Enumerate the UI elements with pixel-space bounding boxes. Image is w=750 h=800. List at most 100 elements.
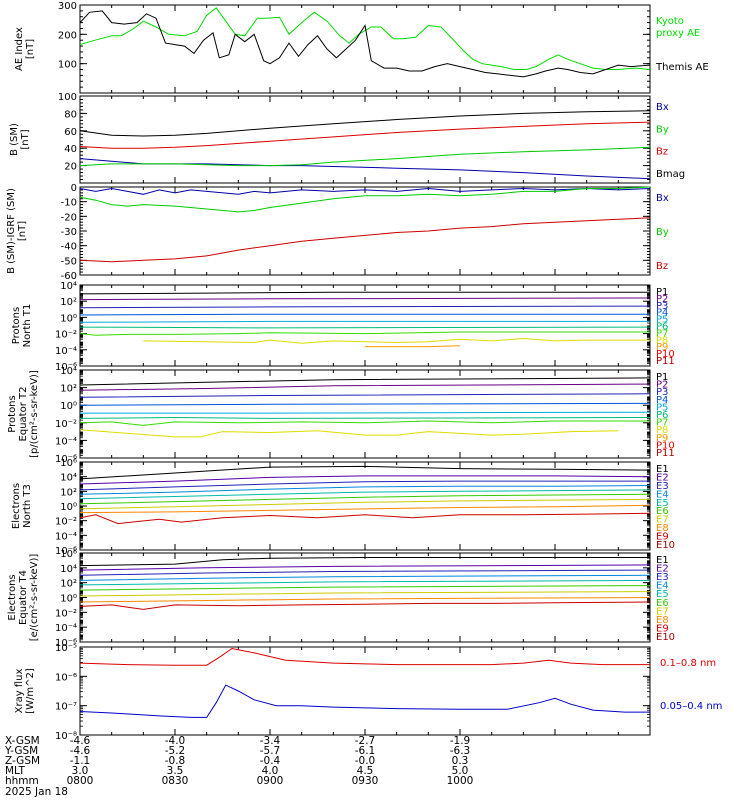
legend-e6: E6 [656,506,669,517]
orbit-row-label: MLT [5,765,25,777]
y-tick-label: 10⁻⁶ [55,638,77,649]
legend-p2: P2 [656,294,668,305]
y-axis-label: [nT] [20,129,31,149]
legend-p2: P2 [656,380,668,391]
y-axis-label: B (SM)-IGRF (SM) [6,188,17,274]
orbit-value-mlt: 4.0 [262,765,279,777]
y-tick-label: 10⁻⁸ [55,731,77,742]
legend-p5: P5 [656,315,668,326]
y-axis-label: Electrons [11,483,22,529]
series-line-p2 [79,297,651,301]
series-line-p6 [79,326,651,329]
panel-frame [79,461,651,551]
panel-frame [79,186,651,276]
legend-p7: P7 [656,328,668,339]
panel-2: 20 40 60 80 100 B (SM) [nT] Bx By Bz Bmag [9,92,685,184]
panel-frame [79,4,651,94]
series-line-e2 [79,475,651,485]
panel-frame [79,95,651,184]
series-line-bx [79,158,651,180]
legend-p4: P4 [656,308,668,319]
legend-e8: E8 [656,615,669,626]
orbit-value-hhmm: 0830 [162,775,189,787]
series-line-p4 [79,402,651,406]
series-line-e3 [79,569,651,576]
series-line-e9 [79,512,651,525]
y-tick-label: 10⁻⁴ [55,531,77,542]
y-tick-label: 10⁴ [60,281,77,292]
legend-e2: E2 [656,564,669,575]
y-tick-label: 10⁻⁶ [55,672,77,683]
panel-7: 10⁶ 10⁴ 10² 10⁰ 10⁻² 10⁻⁴ 10⁻⁶ Electrons Equator… [7,549,675,649]
y-tick-label: -20 [61,212,77,223]
orbit-row-label: X-GSM [5,735,40,747]
legend-e7: E7 [656,515,669,526]
y-tick-label: 20 [64,162,77,173]
y-tick-label: 60 [64,127,77,138]
panel-8: 10⁻⁵ 10⁻⁶ 10⁻⁷ 10⁻⁸ Xray flux [W/m^2] 0.1–0.8 … [14,643,722,742]
series-line-p1 [79,377,651,386]
orbit-value-hhmm: 1000 [447,775,474,787]
legend-e10: E10 [656,540,675,551]
legend-e6: E6 [656,598,669,609]
series-line-themis-ae [79,10,651,78]
orbit-value-y-gsm: -4.6 [70,745,91,757]
series-line-kyoto-ae [79,7,651,70]
y-axis-label: Electrons [7,574,18,620]
legend-e5: E5 [656,498,669,509]
legend-p8: P8 [656,425,668,436]
legend-p1: P1 [656,372,668,383]
y-axis-label: [p/(cm²-s-sr-keV)] [29,370,40,458]
legend-bx: Bx [656,102,669,113]
y-tick-label: 10⁰ [60,401,77,412]
legend-by: By [656,124,669,135]
y-tick-label: 10⁴ [60,473,77,484]
y-axis-label: Xray flux [14,669,25,714]
y-axis-label: B (SM) [9,123,20,156]
y-tick-label: 10⁰ [60,502,77,513]
orbit-value-x-gsm: -4.6 [70,735,91,747]
y-axis-label: [nT] [25,39,36,59]
series-line-bz [79,121,651,149]
legend-e9: E9 [656,623,669,634]
y-tick-label: 10⁻⁶ [55,362,77,373]
y-tick-label: 10⁻² [55,419,77,430]
y-tick-label: 10⁴ [60,564,77,575]
series-line-e1 [79,557,650,567]
series-line-p5 [79,320,650,323]
y-tick-label: 10⁶ [60,458,77,469]
orbit-row-label: Z-GSM [5,755,40,767]
legend-p7: P7 [656,418,668,429]
legend-p10: P10 [656,349,675,360]
orbit-value-z-gsm: 0.3 [452,755,469,767]
legend-by: By [656,227,669,238]
panel-5: 10⁴ 10² 10⁰ 10⁻² 10⁻⁴ 10⁻⁶ Protons Equator T2 [p… [7,366,675,465]
series-line-p4 [79,313,650,316]
series-line-e4 [79,574,651,581]
legend-p4: P4 [656,395,668,406]
legend-bz: Bz [656,147,668,158]
y-axis-label: Equator T2 [18,387,29,442]
orbit-row-label: Y-GSM [4,745,38,757]
y-tick-label: 0 [71,183,77,194]
series-line-p8 [79,429,619,438]
y-tick-label: -10 [61,198,77,209]
y-tick-label: 10⁻⁴ [55,436,77,447]
legend-e7: E7 [656,606,669,617]
y-tick-label: -50 [61,256,77,267]
y-tick-label: 10⁰ [60,594,77,605]
legend-e2: E2 [656,472,669,483]
y-tick-label: -40 [61,242,77,253]
series-line-bmag [79,110,651,137]
legend-e9: E9 [656,532,669,543]
y-tick-label: 10² [60,297,77,308]
orbit-value-y-gsm: -5.2 [165,745,186,757]
series-line-e4 [79,485,651,495]
y-tick-label: 10⁻⁶ [55,454,77,465]
orbit-value-hhmm: 0900 [257,775,284,787]
y-tick-label: 10⁻² [55,517,77,528]
legend-p3: P3 [656,387,668,398]
legend-p6: P6 [656,410,668,421]
legend-e1: E1 [656,555,669,566]
series-line-0-05-0-4-nm [79,684,650,718]
